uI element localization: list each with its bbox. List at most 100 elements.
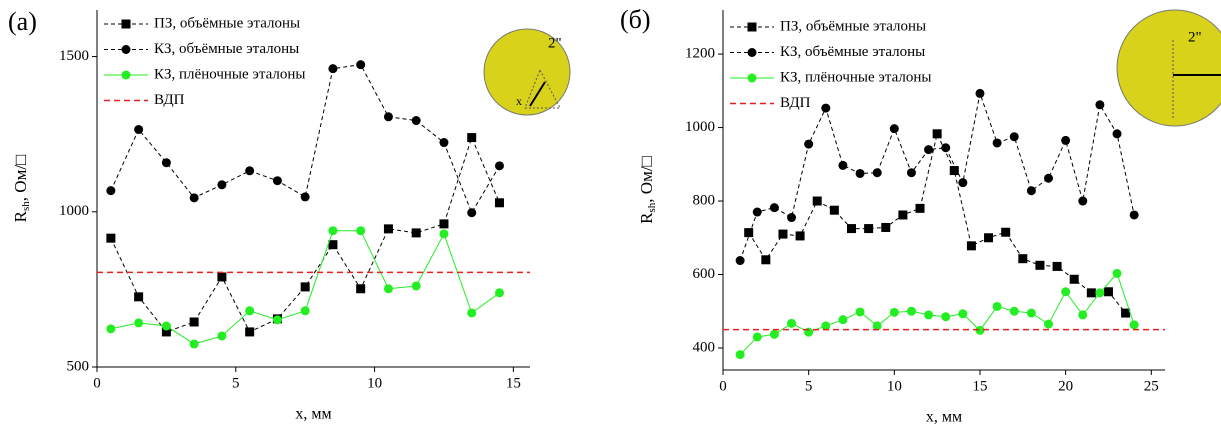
- marker: [1078, 310, 1088, 320]
- marker: [855, 168, 865, 178]
- marker: [328, 64, 338, 74]
- panel-label: (а): [8, 7, 37, 36]
- marker: [787, 213, 797, 223]
- marker: [161, 158, 171, 168]
- marker: [439, 229, 449, 239]
- marker: [106, 233, 116, 243]
- marker: [134, 125, 144, 135]
- x-tick-label: 15: [506, 375, 521, 391]
- marker: [744, 228, 754, 238]
- marker: [467, 133, 477, 143]
- panel-label: (б): [620, 5, 651, 34]
- marker: [356, 60, 366, 70]
- marker: [1103, 287, 1113, 297]
- y-axis-label: Rsh, Ом/□: [637, 156, 658, 224]
- y-tick-label: 1200: [685, 46, 715, 62]
- marker: [1086, 288, 1096, 298]
- marker: [898, 210, 908, 220]
- legend-label: ВДП: [154, 92, 185, 108]
- x-tick-label: 10: [887, 378, 902, 394]
- marker: [761, 255, 771, 265]
- y-label-main: R: [11, 210, 30, 222]
- marker: [1129, 320, 1139, 330]
- legend-marker: [747, 73, 757, 83]
- arrow: [529, 81, 546, 107]
- marker: [975, 88, 985, 98]
- marker: [1121, 308, 1131, 318]
- marker: [189, 317, 199, 327]
- marker: [1112, 129, 1122, 139]
- marker: [1095, 288, 1105, 298]
- marker: [932, 129, 942, 139]
- marker: [984, 233, 994, 243]
- marker: [735, 350, 745, 360]
- marker: [1044, 173, 1054, 183]
- marker: [217, 180, 227, 190]
- y-label-rest: , Ом/□: [637, 156, 656, 203]
- x-tick-label: 25: [1144, 378, 1159, 394]
- y-tick-label: 1000: [59, 203, 89, 219]
- marker: [300, 192, 310, 202]
- y-tick-label: 400: [693, 339, 716, 355]
- marker: [924, 145, 934, 155]
- marker: [439, 219, 449, 229]
- marker: [383, 112, 393, 122]
- legend-label: ВДП: [780, 95, 811, 111]
- series-line: [739, 91, 1135, 261]
- series-line: [110, 64, 500, 214]
- marker: [881, 222, 891, 232]
- marker: [217, 331, 227, 341]
- x-tick-label: 5: [232, 375, 240, 391]
- marker: [1009, 306, 1019, 316]
- marker: [106, 186, 116, 196]
- legend-marker: [121, 70, 131, 80]
- marker: [864, 224, 874, 234]
- marker: [1061, 287, 1071, 297]
- marker: [1026, 186, 1036, 196]
- marker: [975, 325, 985, 335]
- inset-x: x: [516, 94, 522, 108]
- marker: [439, 138, 449, 148]
- marker: [494, 288, 504, 298]
- marker: [189, 193, 199, 203]
- marker: [838, 160, 848, 170]
- marker: [1026, 308, 1036, 318]
- marker: [1061, 135, 1071, 145]
- legend-label: КЗ, плёночные эталоны: [154, 66, 305, 82]
- marker: [924, 310, 934, 320]
- marker: [494, 161, 504, 171]
- marker: [1112, 268, 1122, 278]
- x-tick-label: 15: [972, 378, 987, 394]
- legend-label: ПЗ, объёмные эталоны: [154, 15, 300, 31]
- marker: [1069, 274, 1079, 284]
- marker: [1001, 227, 1011, 237]
- marker: [1044, 319, 1054, 329]
- series-line: [739, 272, 1135, 355]
- marker: [787, 318, 797, 328]
- marker: [1009, 132, 1019, 142]
- marker: [812, 196, 822, 206]
- wafer: [1116, 9, 1221, 127]
- x-axis-label: x, мм: [295, 406, 331, 423]
- marker: [411, 228, 421, 238]
- inset-b: 2": [1116, 9, 1221, 127]
- series-line: [748, 132, 1126, 314]
- marker: [467, 308, 477, 318]
- y-tick-label: 500: [67, 358, 90, 374]
- marker: [300, 306, 310, 316]
- marker: [1078, 196, 1088, 206]
- marker: [795, 231, 805, 241]
- marker: [411, 281, 421, 291]
- y-label-sub: sh: [646, 202, 658, 212]
- marker: [958, 178, 968, 188]
- marker: [992, 138, 1002, 148]
- inset-label: 2": [1188, 29, 1202, 45]
- marker: [915, 203, 925, 213]
- marker: [106, 324, 116, 334]
- marker: [941, 143, 951, 153]
- marker: [889, 307, 899, 317]
- marker: [161, 327, 171, 337]
- marker: [889, 124, 899, 134]
- legend-marker: [121, 45, 131, 54]
